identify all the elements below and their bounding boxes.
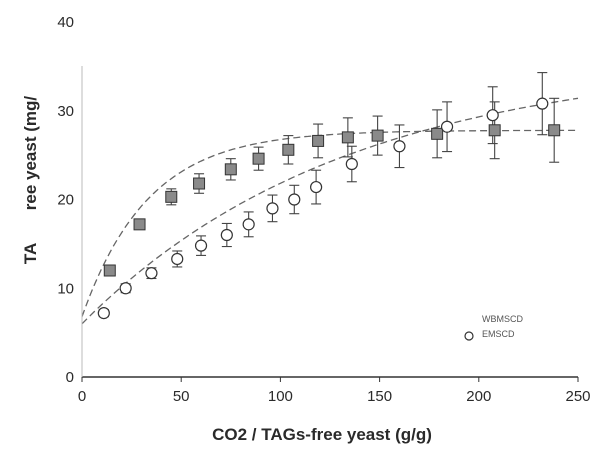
x-tick-label: 250	[565, 388, 590, 405]
data-point-wbmscd	[548, 124, 561, 137]
y-tick-label: 40	[57, 14, 74, 31]
x-tick-label: 150	[367, 388, 392, 405]
data-point-emscd	[242, 218, 255, 231]
data-point-emscd	[310, 180, 323, 194]
data-point-emscd	[194, 239, 208, 252]
data-point-emscd	[145, 267, 158, 280]
data-point-emscd	[440, 120, 454, 133]
data-point-wbmscd	[341, 131, 354, 144]
data-points	[97, 97, 561, 320]
legend: WBMSCD EMSCD	[464, 314, 523, 341]
legend-marker-emscd	[464, 331, 474, 341]
data-point-wbmscd	[312, 134, 325, 147]
x-tick-label: 200	[466, 388, 491, 405]
axes: 0 50 100 150 200 250 0 10 20 30 40	[57, 14, 590, 405]
y-axis-title: TA ree yeast (mg/	[21, 96, 40, 264]
data-point-emscd	[345, 157, 358, 171]
x-tick-label: 50	[173, 388, 190, 405]
data-point-emscd	[171, 252, 184, 266]
data-point-wbmscd	[224, 163, 237, 176]
data-point-emscd	[266, 202, 279, 215]
x-ticks: 0 50 100 150 200 250	[78, 377, 591, 405]
legend-label-wbmscd: WBMSCD	[482, 314, 523, 324]
data-point-emscd	[393, 140, 406, 153]
fit-curve-wbmscd	[81, 129, 578, 317]
data-point-wbmscd	[488, 124, 501, 137]
data-point-emscd	[97, 307, 110, 320]
y-tick-label: 30	[57, 103, 74, 120]
data-point-emscd	[119, 282, 132, 295]
data-point-emscd	[486, 109, 499, 122]
y-tick-label: 20	[57, 192, 74, 209]
y-tick-label: 10	[57, 280, 74, 297]
data-point-wbmscd	[252, 152, 265, 165]
data-point-emscd	[220, 228, 233, 242]
fit-curve-emscd	[81, 97, 579, 325]
data-point-wbmscd	[133, 218, 146, 231]
legend-label-emscd: EMSCD	[482, 329, 515, 339]
data-point-wbmscd	[282, 143, 295, 156]
y-ticks: 0 10 20 30 40	[57, 14, 74, 386]
fit-curves	[81, 97, 579, 325]
data-point-wbmscd	[165, 190, 178, 203]
x-axis-title: CO2 / TAGs-free yeast (g/g)	[212, 425, 432, 444]
x-tick-label: 0	[78, 388, 86, 405]
x-tick-label: 100	[268, 388, 293, 405]
data-point-wbmscd	[371, 129, 384, 142]
y-tick-label: 0	[66, 369, 74, 386]
data-point-emscd	[288, 193, 301, 206]
data-point-emscd	[536, 97, 549, 110]
data-point-wbmscd	[103, 264, 116, 277]
data-point-wbmscd	[193, 177, 206, 190]
data-point-wbmscd	[431, 127, 444, 140]
